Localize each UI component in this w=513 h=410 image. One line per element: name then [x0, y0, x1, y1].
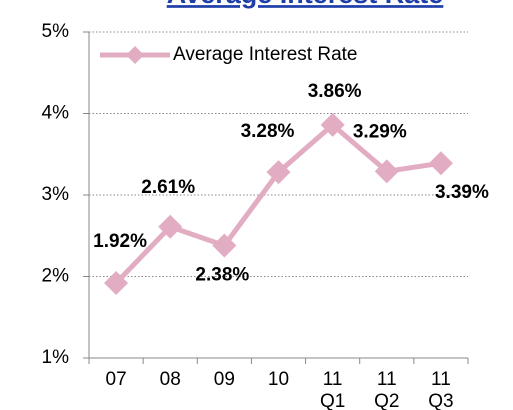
- y-tick-label: 4%: [42, 103, 70, 124]
- marker: [158, 214, 183, 239]
- value-label: 3.29%: [353, 121, 407, 142]
- x-tick-label: 09: [214, 369, 235, 390]
- y-tick-label: 2%: [42, 266, 70, 287]
- legend-marker: [126, 46, 144, 64]
- x-tick-label: 07: [106, 369, 127, 390]
- marker: [266, 160, 291, 185]
- legend-label: Average Interest Rate: [173, 44, 357, 65]
- x-tick-label: 08: [160, 369, 181, 390]
- marker: [104, 271, 129, 296]
- marker: [428, 151, 453, 176]
- x-tick-label: 10: [268, 369, 289, 390]
- value-label: 3.28%: [241, 121, 295, 142]
- value-label: 2.61%: [141, 177, 195, 198]
- value-label: 3.39%: [435, 182, 489, 203]
- value-label: 3.86%: [308, 81, 362, 102]
- value-label: 2.38%: [195, 265, 249, 286]
- y-tick-label: 1%: [42, 347, 70, 368]
- value-label: 1.92%: [93, 231, 147, 252]
- y-tick-label: 5%: [42, 21, 70, 42]
- x-tick-label: 11 Q1: [320, 369, 345, 410]
- chart-title: Average Interest Rate: [167, 0, 444, 9]
- marker: [212, 233, 237, 258]
- y-tick-label: 3%: [42, 184, 70, 205]
- marker: [374, 159, 399, 184]
- x-tick-label: 11 Q2: [374, 369, 399, 410]
- x-tick-label: 11 Q3: [428, 369, 453, 410]
- marker: [320, 112, 345, 137]
- series-line: [114, 121, 442, 285]
